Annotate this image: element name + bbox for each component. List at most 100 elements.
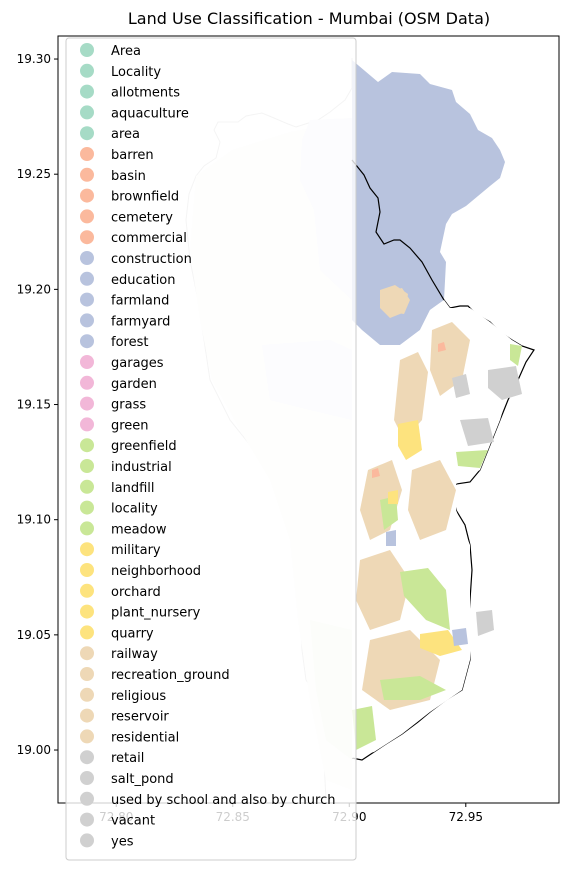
greenfield-block	[380, 676, 446, 700]
legend-marker	[80, 84, 94, 99]
legend-marker	[80, 334, 94, 349]
legend-items: Area Locality allotments aquaculture area bar…	[80, 43, 335, 849]
quarry-block	[398, 420, 422, 460]
legend-marker	[80, 43, 94, 57]
y-tick-label: 19.25	[17, 167, 51, 181]
legend-label: farmyard	[111, 314, 170, 329]
legend-marker	[80, 729, 94, 744]
greenfield-block	[510, 344, 522, 366]
legend-marker	[80, 251, 94, 265]
legend-label: neighborhood	[111, 564, 201, 579]
legend-label: yes	[111, 834, 134, 849]
y-tick-label: 19.10	[17, 513, 51, 527]
legend-label: residential	[111, 730, 179, 745]
legend: Area Locality allotments aquaculture area bar…	[65, 37, 357, 861]
legend-marker	[80, 542, 94, 557]
legend-marker	[80, 771, 94, 785]
legend-label: railway	[111, 647, 158, 662]
x-tick-label: 72.95	[449, 810, 483, 824]
legend-label: Area	[111, 44, 141, 59]
legend-marker	[80, 313, 94, 328]
forest-pocket	[386, 530, 396, 546]
legend-label: allotments	[111, 86, 180, 101]
legend-marker	[80, 750, 94, 765]
greenfield-block	[380, 496, 398, 530]
legend-box	[65, 37, 357, 861]
legend-label: recreation_ground	[111, 668, 230, 683]
y-tick-label: 19.00	[17, 743, 51, 757]
residential-block	[408, 460, 456, 540]
greenfield-block	[400, 568, 450, 630]
legend-label: grass	[111, 398, 146, 413]
legend-label: construction	[111, 252, 192, 267]
commercial-block	[372, 468, 380, 478]
legend-label: area	[111, 127, 140, 142]
legend-marker	[80, 355, 94, 369]
legend-label: garages	[111, 356, 164, 371]
legend-marker	[80, 500, 94, 515]
legend-marker	[80, 209, 94, 224]
forest-region	[352, 60, 505, 345]
legend-marker	[80, 63, 94, 78]
legend-label: orchard	[111, 585, 161, 600]
legend-label: commercial	[111, 231, 187, 246]
legend-marker	[80, 271, 94, 286]
residential-block	[356, 550, 410, 630]
y-axis: 19.30 19.25 19.20 19.15 19.10 19.05 19.00	[17, 52, 58, 757]
legend-label: retail	[111, 751, 144, 766]
legend-label: used by school and also by church	[111, 793, 335, 808]
legend-label: quarry	[111, 626, 154, 641]
retail-block	[476, 610, 494, 636]
legend-marker	[80, 479, 94, 494]
greenfield-block	[456, 450, 488, 468]
forest-pocket	[452, 628, 468, 646]
legend-label: garden	[111, 377, 157, 392]
legend-label: forest	[111, 335, 148, 350]
y-tick-label: 19.05	[17, 628, 51, 642]
legend-marker	[80, 417, 94, 432]
legend-marker	[80, 167, 94, 182]
legend-marker	[80, 438, 94, 453]
legend-label: Locality	[111, 65, 161, 80]
legend-marker	[80, 812, 94, 827]
legend-label: basin	[111, 169, 146, 184]
legend-marker	[80, 147, 94, 161]
retail-block	[460, 418, 494, 446]
legend-label: farmland	[111, 294, 169, 309]
legend-label: reservoir	[111, 710, 169, 725]
y-tick-label: 19.30	[17, 52, 51, 66]
legend-marker	[80, 563, 94, 577]
legend-marker	[80, 375, 94, 390]
legend-marker	[80, 604, 94, 619]
residential-block	[394, 352, 428, 440]
legend-marker	[80, 188, 94, 203]
legend-marker	[80, 521, 94, 536]
legend-marker	[80, 667, 94, 681]
legend-label: meadow	[111, 522, 167, 537]
legend-label: industrial	[111, 460, 172, 475]
retail-block	[452, 374, 470, 398]
legend-label: education	[111, 273, 176, 288]
legend-label: locality	[111, 502, 158, 517]
legend-marker	[80, 833, 94, 848]
residential-in-forest	[386, 288, 410, 314]
quarry-block	[420, 630, 462, 656]
retail-block	[488, 366, 522, 400]
legend-marker	[80, 687, 94, 702]
legend-marker	[80, 105, 94, 120]
legend-marker	[80, 791, 94, 806]
legend-label: green	[111, 418, 149, 433]
legend-marker	[80, 625, 94, 640]
y-tick-label: 19.15	[17, 398, 51, 412]
legend-marker	[80, 459, 94, 473]
legend-label: religious	[111, 689, 166, 704]
commercial-block	[438, 342, 446, 352]
y-tick-label: 19.20	[17, 282, 51, 296]
legend-label: salt_pond	[111, 772, 174, 787]
legend-marker	[80, 126, 94, 141]
legend-marker	[80, 646, 94, 661]
legend-label: barren	[111, 148, 154, 163]
legend-marker	[80, 396, 94, 411]
legend-marker	[80, 583, 94, 598]
chart-title: Land Use Classification - Mumbai (OSM Da…	[128, 9, 490, 28]
